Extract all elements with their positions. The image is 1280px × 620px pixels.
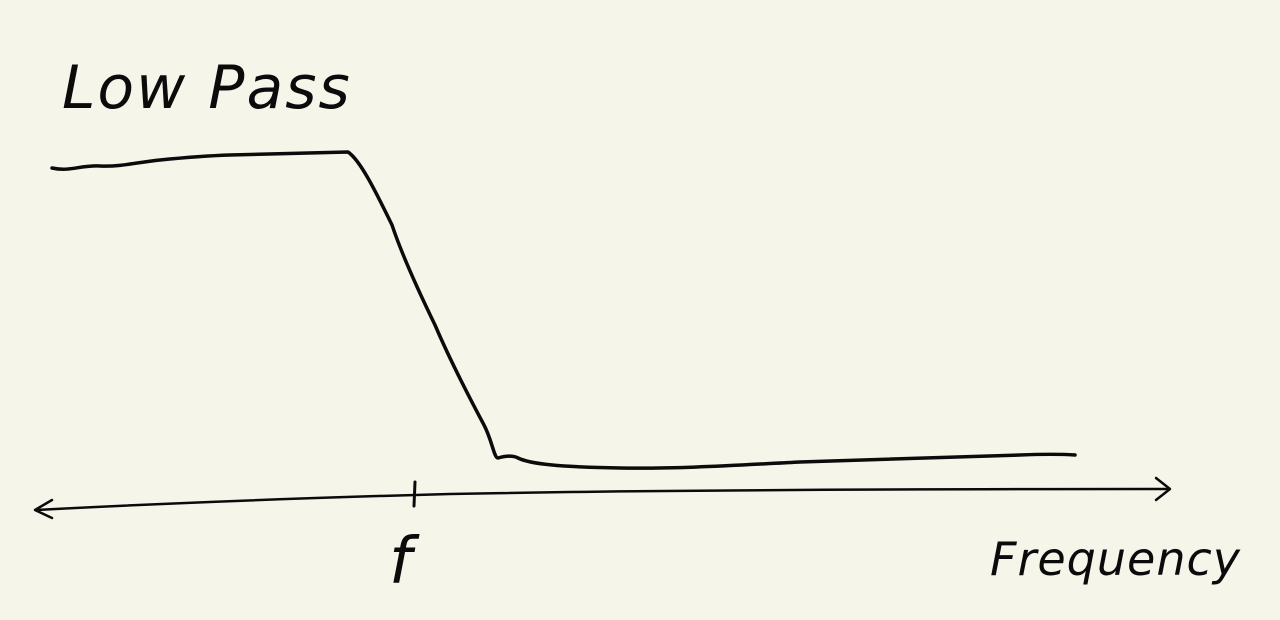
axis-left-arrowhead <box>33 498 54 520</box>
x-axis-label: Frequency <box>990 532 1241 586</box>
diagram-title: Low Pass <box>62 53 352 123</box>
axis-right-arrowhead <box>1154 476 1172 502</box>
response-curve <box>50 150 1077 470</box>
cutoff-tick <box>412 480 417 508</box>
frequency-axis <box>34 487 1170 512</box>
cutoff-label: f <box>389 525 420 599</box>
